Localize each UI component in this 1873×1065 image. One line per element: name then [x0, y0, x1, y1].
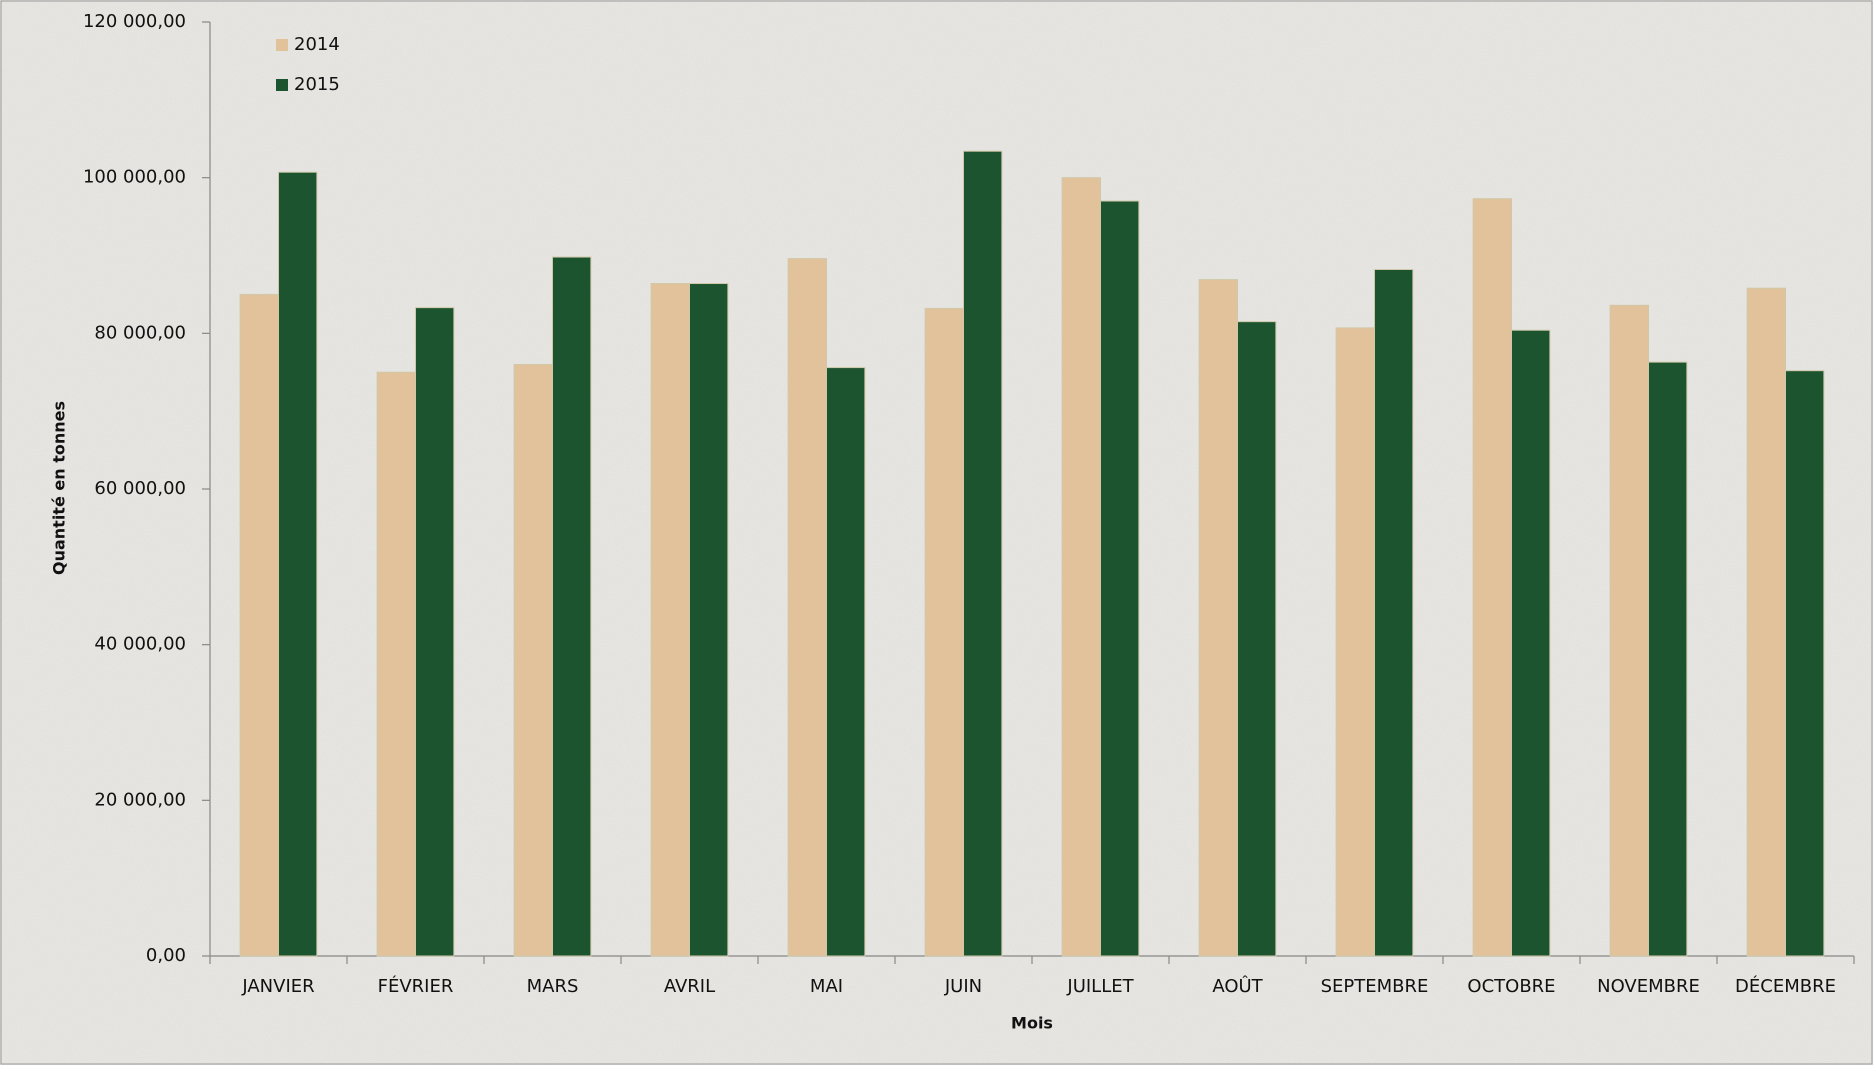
- y-tick-label: 0,00: [146, 945, 186, 966]
- bar: [1472, 198, 1513, 957]
- x-tick-label: AOÛT: [1212, 975, 1263, 997]
- bar: [1374, 269, 1414, 957]
- bar: [1237, 321, 1277, 957]
- x-tick-label: MARS: [527, 976, 579, 997]
- bar: [1100, 200, 1140, 957]
- bar: [1746, 287, 1787, 957]
- bar: [689, 283, 729, 957]
- bar: [963, 150, 1003, 957]
- bar: [1785, 370, 1825, 957]
- x-tick-label: SEPTEMBRE: [1321, 976, 1429, 997]
- x-tick-label: OCTOBRE: [1467, 976, 1555, 997]
- legend-swatch: [276, 39, 288, 51]
- bar: [513, 363, 554, 957]
- bar: [278, 171, 318, 957]
- bar: [552, 256, 592, 957]
- x-tick-label: JUIN: [944, 976, 982, 997]
- y-tick-label: 100 000,00: [83, 167, 186, 188]
- bar: [826, 367, 866, 957]
- bar: [924, 307, 965, 957]
- bar: [1511, 329, 1551, 957]
- bar: [1648, 361, 1688, 957]
- x-axis-label: Mois: [1011, 1014, 1053, 1033]
- y-tick-label: 120 000,00: [83, 11, 186, 32]
- bar: [1609, 304, 1650, 957]
- bar: [650, 283, 691, 957]
- bar: [1335, 327, 1376, 957]
- y-tick-label: 20 000,00: [94, 789, 186, 810]
- y-axis-label: Quantité en tonnes: [50, 401, 69, 575]
- bar: [1198, 279, 1239, 957]
- x-tick-label: DÉCEMBRE: [1735, 975, 1836, 997]
- bar: [376, 371, 417, 957]
- x-tick-label: NOVEMBRE: [1597, 976, 1700, 997]
- legend-label: 2014: [294, 34, 340, 55]
- x-tick-label: JANVIER: [241, 976, 314, 997]
- x-tick-label: AVRIL: [664, 976, 715, 997]
- bar: [787, 258, 828, 957]
- x-tick-label: MAI: [810, 976, 843, 997]
- legend-label: 2015: [294, 74, 340, 95]
- y-tick-label: 60 000,00: [94, 478, 186, 499]
- bar: [415, 307, 455, 957]
- y-tick-label: 40 000,00: [94, 634, 186, 655]
- legend-swatch: [276, 79, 288, 91]
- bar: [1061, 177, 1102, 957]
- bar: [239, 293, 279, 957]
- x-tick-label: JUILLET: [1066, 976, 1134, 997]
- y-tick-label: 80 000,00: [94, 322, 186, 343]
- x-tick-label: FÉVRIER: [378, 975, 454, 997]
